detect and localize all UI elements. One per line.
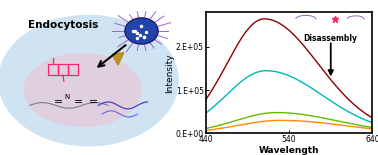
Text: Endocytosis: Endocytosis xyxy=(28,20,98,30)
Bar xyxy=(48,64,58,75)
Circle shape xyxy=(125,18,158,44)
Bar xyxy=(68,64,77,75)
Bar xyxy=(58,64,68,75)
Text: Disassembly: Disassembly xyxy=(304,34,358,43)
Y-axis label: Intensity: Intensity xyxy=(166,53,174,93)
X-axis label: Wavelength: Wavelength xyxy=(259,146,319,155)
Ellipse shape xyxy=(23,53,141,127)
Ellipse shape xyxy=(0,15,179,146)
Text: N: N xyxy=(64,94,70,100)
Polygon shape xyxy=(112,53,124,65)
